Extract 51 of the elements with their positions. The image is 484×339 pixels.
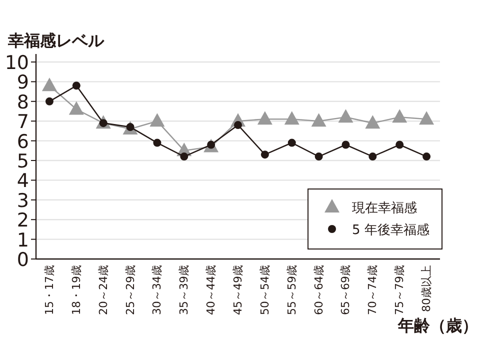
x-tick-label: 30～34歳 [150,265,164,315]
y-tick-label: 5 [16,150,29,172]
y-axis-title: 幸福感レベル [7,31,105,50]
point [42,78,57,92]
x-tick-label: 15・17歳 [42,265,56,315]
x-tick-label: 18・19歳 [70,265,83,315]
point [45,97,54,106]
legend-label: 現在幸福感 [352,201,417,216]
y-tick-label: 1 [16,229,29,252]
point [260,150,269,159]
y-tick-label: 0 [16,249,29,271]
point [419,111,434,125]
point [257,111,272,125]
x-tick-label: 60～64歳 [312,265,326,315]
x-tick-label: 55～59歳 [285,265,298,315]
point [288,138,296,147]
point [342,140,350,149]
point [284,111,300,125]
point [234,121,242,130]
x-tick-label: 20～24歳 [96,265,110,315]
point [314,152,323,161]
point [311,113,326,127]
x-tick-label: 45～49歳 [232,265,244,315]
point [180,152,188,161]
point [396,140,404,149]
point [392,109,408,123]
y-tick-label: 3 [16,190,29,212]
point [365,115,380,129]
x-tick-label: 70～74歳 [366,265,380,315]
y-tick-label: 4 [16,170,29,192]
x-axis-title: 年齢（歳） [397,316,478,335]
point [422,152,431,161]
point [338,109,354,123]
x-tick-label: 40～44歳 [204,265,218,315]
point [368,152,377,161]
x-tick-label: 25～29歳 [124,265,137,315]
point [153,138,162,147]
x-tick-label: 65～69歳 [339,265,352,315]
point [68,101,84,115]
y-tick-label: 6 [16,130,29,153]
legend-label: 5 年後幸福感 [352,223,430,238]
y-tick-label: 2 [16,210,29,232]
point [150,113,165,127]
y-tick-label: 7 [16,111,29,134]
x-tick-label: 80歳以上 [420,265,434,312]
y-tick-label: 8 [16,91,29,114]
y-tick-label: 9 [16,72,29,94]
x-tick-label: 75～79歳 [393,265,406,315]
x-tick-label: 35～39歳 [178,265,191,315]
y-tick-label: 10 [4,52,29,74]
x-tick-label: 50～54歳 [258,265,272,315]
